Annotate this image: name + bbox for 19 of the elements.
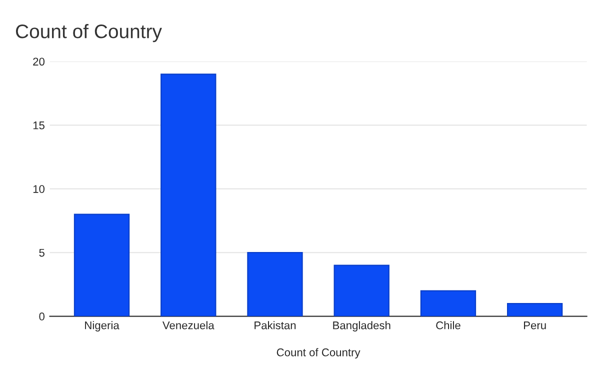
y-tick-label: 5 <box>39 248 44 257</box>
bar <box>420 290 476 316</box>
x-tick-label: Venezuela <box>162 321 214 330</box>
bar <box>334 264 390 316</box>
chart-title: Count of Country <box>16 24 162 42</box>
bar <box>247 252 303 316</box>
x-tick-label: Pakistan <box>254 321 296 330</box>
bar <box>160 74 216 316</box>
x-axis-title: Count of Country <box>276 348 360 358</box>
y-tick-label: 10 <box>33 185 45 193</box>
y-tick-label: 20 <box>33 58 45 66</box>
x-tick-label: Bangladesh <box>333 321 390 332</box>
bar <box>74 214 130 316</box>
y-tick-label: 0 <box>39 312 45 320</box>
x-tick-label: Chile <box>436 321 460 330</box>
bar <box>506 302 563 316</box>
x-tick-label: Nigeria <box>85 321 120 332</box>
x-tick-label: Peru <box>524 322 546 330</box>
y-tick-label: 15 <box>33 122 44 130</box>
